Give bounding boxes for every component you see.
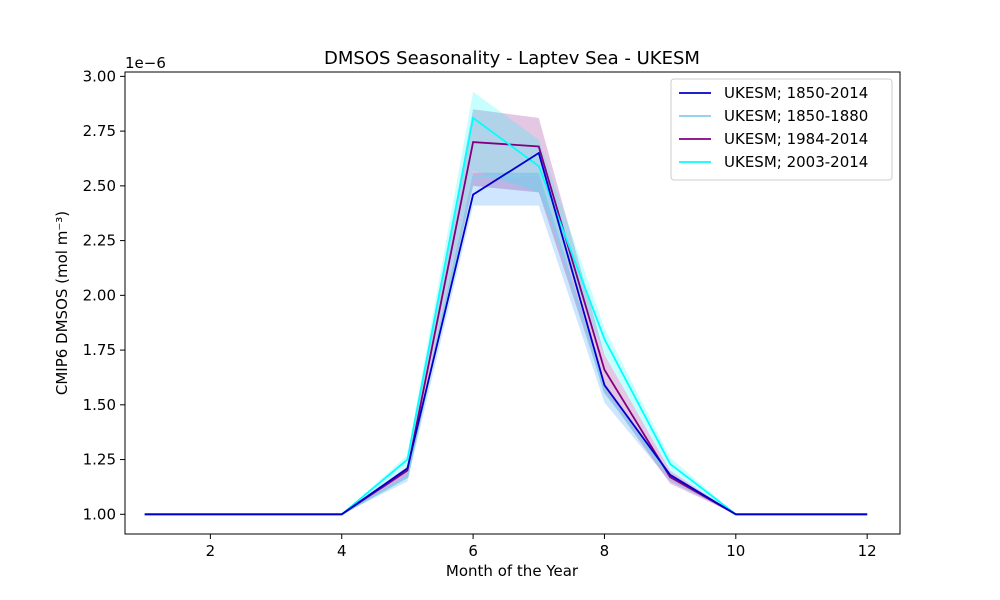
- x-tick-label: 12: [858, 542, 877, 560]
- y-axis-label: CMIP6 DMSOS (mol m⁻³): [53, 211, 71, 395]
- x-tick-label: 2: [206, 542, 216, 560]
- chart-title: DMSOS Seasonality - Laptev Sea - UKESM: [324, 48, 700, 69]
- x-tick-label: 4: [337, 542, 347, 560]
- y-axis-ticks: 1.00 1.25 1.50 1.75 2.00 2.25 2.50 2.75 3.00: [83, 67, 125, 523]
- x-axis-label: Month of the Year: [446, 562, 579, 580]
- y-tick-label: 1.50: [83, 396, 116, 414]
- y-tick-label: 1.75: [83, 341, 116, 359]
- y-tick-label: 2.50: [83, 177, 116, 195]
- x-axis-ticks: 2 4 6 8 10 12: [206, 534, 877, 560]
- y-tick-label: 1.25: [83, 451, 116, 469]
- x-tick-label: 8: [600, 542, 610, 560]
- legend-box: [670, 78, 893, 181]
- line-ukesm-1850-2014: [144, 151, 868, 516]
- y-offset-label: 1e−6: [125, 54, 166, 72]
- legend-label-ukesm-2003-2014: UKESM; 2003-2014: [724, 153, 868, 171]
- x-tick-label: 6: [468, 542, 478, 560]
- legend: UKESM; 1850-2014 UKESM; 1850-1880 UKESM; 1…: [670, 78, 893, 181]
- plot-frame: [124, 71, 901, 535]
- x-tick-label: 10: [726, 542, 745, 560]
- y-tick-label: 1.00: [83, 505, 116, 523]
- legend-label-ukesm-1984-2014: UKESM; 1984-2014: [724, 130, 868, 148]
- y-tick-label: 3.00: [83, 67, 116, 85]
- legend-label-ukesm-1850-2014: UKESM; 1850-2014: [724, 84, 868, 102]
- legend-label-ukesm-1850-1880: UKESM; 1850-1880: [724, 107, 868, 125]
- series-lines: [144, 116, 868, 516]
- y-tick-label: 2.75: [83, 122, 116, 140]
- y-tick-label: 2.00: [83, 286, 116, 304]
- y-tick-label: 2.25: [83, 232, 116, 250]
